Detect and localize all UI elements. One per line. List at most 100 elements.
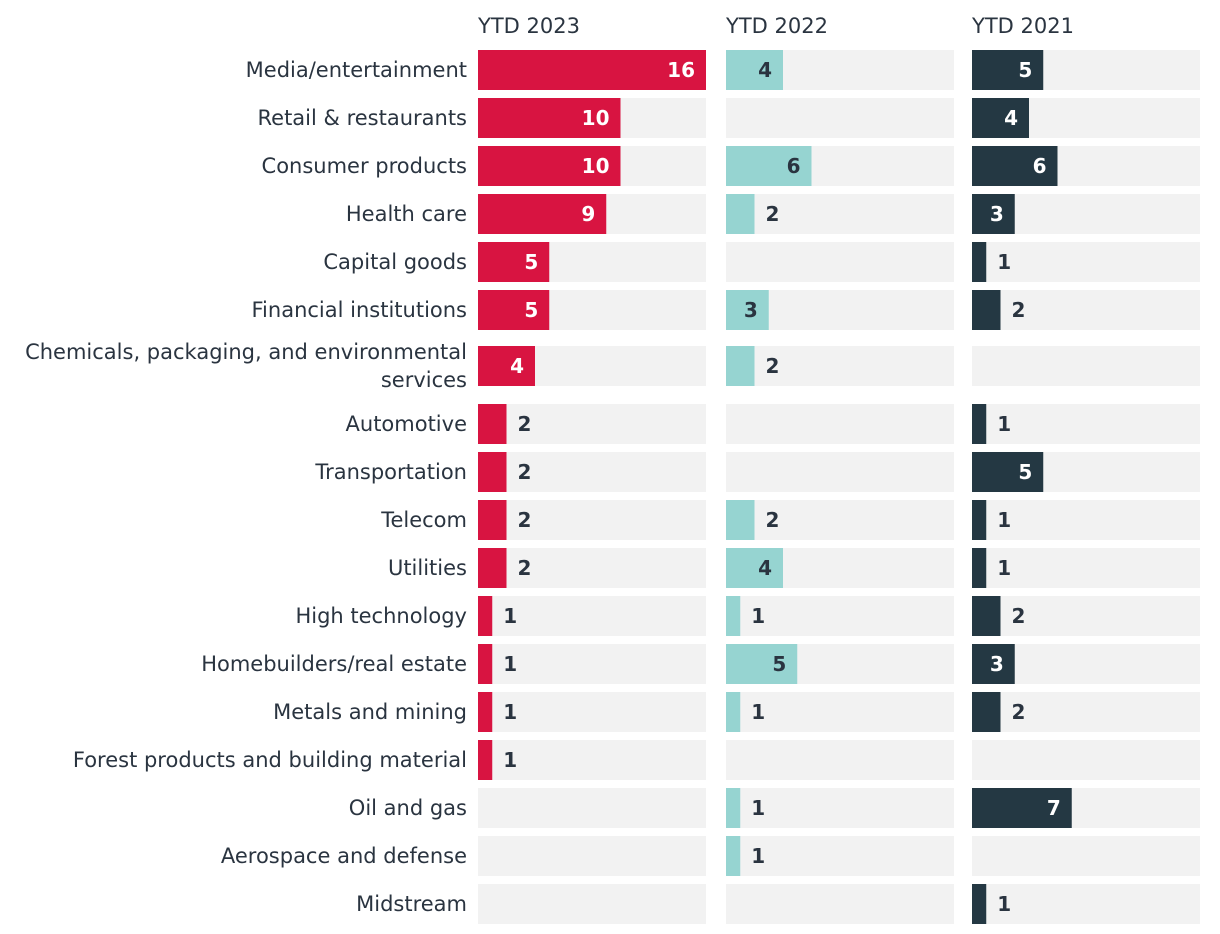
value-label: 5 — [772, 652, 786, 676]
category-label: Capital goods — [323, 250, 467, 274]
category-label: High technology — [295, 604, 467, 628]
bar — [726, 500, 755, 540]
bar-track — [726, 692, 954, 732]
value-label: 2 — [518, 460, 532, 484]
bar-track — [726, 452, 954, 492]
bar-track — [972, 290, 1200, 330]
bar — [972, 146, 1058, 186]
bar — [726, 548, 783, 588]
value-label: 5 — [1018, 460, 1032, 484]
value-label: 1 — [503, 700, 517, 724]
value-label: 4 — [758, 58, 772, 82]
category-label: Media/entertainment — [246, 58, 467, 82]
value-label: 3 — [990, 652, 1004, 676]
bar — [478, 404, 507, 444]
bar-track — [726, 194, 954, 234]
category-label: Financial institutions — [252, 298, 468, 322]
value-label: 1 — [997, 556, 1011, 580]
bar-track — [478, 740, 706, 780]
bar — [972, 692, 1001, 732]
bar — [726, 836, 741, 876]
bar-track — [972, 242, 1200, 282]
bar-track — [726, 740, 954, 780]
bar-track — [726, 500, 954, 540]
bar — [478, 146, 621, 186]
bar — [478, 740, 493, 780]
value-label: 5 — [524, 298, 538, 322]
bar — [478, 290, 550, 330]
bar-track — [478, 404, 706, 444]
value-label: 10 — [582, 154, 610, 178]
value-label: 1 — [751, 844, 765, 868]
bar — [972, 194, 1015, 234]
value-label: 9 — [581, 202, 595, 226]
bar-track — [972, 836, 1200, 876]
bar — [726, 788, 741, 828]
value-label: 2 — [518, 508, 532, 532]
category-label: Telecom — [380, 508, 467, 532]
bar — [726, 290, 769, 330]
category-label: Homebuilders/real estate — [201, 652, 467, 676]
value-label: 2 — [1012, 298, 1026, 322]
value-label: 4 — [758, 556, 772, 580]
category-label: Chemicals, packaging, and environmental s… — [25, 340, 467, 392]
bar-track — [478, 548, 706, 588]
bar-track — [726, 836, 954, 876]
bar-track — [726, 98, 954, 138]
bar — [726, 146, 812, 186]
bar-track — [972, 692, 1200, 732]
bar-track — [478, 644, 706, 684]
category-label: Forest products and building material — [73, 748, 467, 772]
value-label: 2 — [518, 556, 532, 580]
value-label: 16 — [667, 58, 695, 82]
bar — [478, 452, 507, 492]
bar-track — [972, 404, 1200, 444]
category-label: Transportation — [314, 460, 467, 484]
value-label: 2 — [766, 202, 780, 226]
value-label: 4 — [510, 354, 524, 378]
bar-track — [726, 884, 954, 924]
category-label: Retail & restaurants — [258, 106, 468, 130]
value-label: 1 — [503, 652, 517, 676]
bar — [972, 290, 1001, 330]
value-label: 2 — [766, 354, 780, 378]
bar — [726, 644, 798, 684]
bar — [972, 452, 1044, 492]
bar — [726, 194, 755, 234]
bar — [972, 788, 1072, 828]
category-label: Consumer products — [262, 154, 467, 178]
bar — [478, 548, 507, 588]
bar — [726, 692, 741, 732]
bar — [478, 98, 621, 138]
bar-track — [478, 452, 706, 492]
category-label: Midstream — [356, 892, 467, 916]
bar — [726, 346, 755, 386]
value-label: 1 — [751, 604, 765, 628]
bar — [478, 692, 493, 732]
value-label: 1 — [503, 604, 517, 628]
bar — [972, 500, 987, 540]
bar-track — [726, 242, 954, 282]
bar — [972, 98, 1029, 138]
value-label: 4 — [1004, 106, 1018, 130]
value-label: 5 — [524, 250, 538, 274]
bar-track — [478, 788, 706, 828]
bar-track — [726, 596, 954, 636]
bar-track — [726, 404, 954, 444]
bar-track — [972, 740, 1200, 780]
bar — [972, 884, 987, 924]
bar — [478, 346, 535, 386]
value-label: 3 — [990, 202, 1004, 226]
bar-track — [478, 884, 706, 924]
value-label: 1 — [997, 508, 1011, 532]
bar — [478, 500, 507, 540]
value-label: 1 — [751, 700, 765, 724]
bar-track — [972, 346, 1200, 386]
value-label: 6 — [787, 154, 801, 178]
value-label: 6 — [1033, 154, 1047, 178]
category-label: Utilities — [388, 556, 467, 580]
bar-track — [972, 884, 1200, 924]
bar-track — [726, 788, 954, 828]
value-label: 2 — [1012, 604, 1026, 628]
